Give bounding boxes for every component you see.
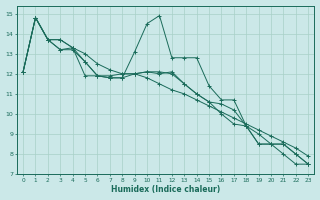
X-axis label: Humidex (Indice chaleur): Humidex (Indice chaleur) <box>111 185 220 194</box>
